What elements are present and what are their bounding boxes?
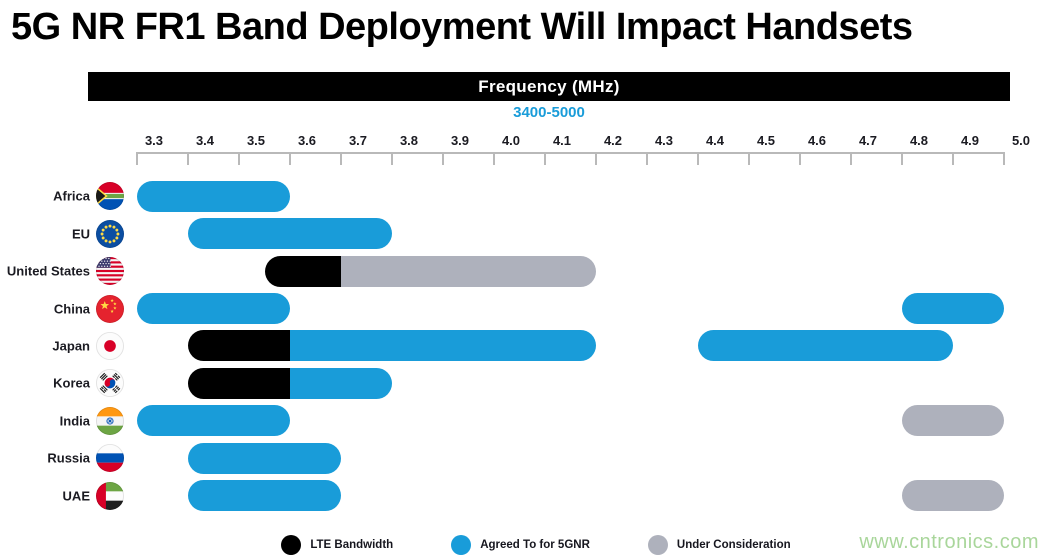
legend-label-agreed: Agreed To for 5GNR	[480, 539, 590, 551]
x-axis-tick	[289, 152, 291, 165]
legend-swatch-agreed	[451, 535, 472, 555]
bar-segment-agreed	[137, 180, 290, 212]
chart-row-united-states: United States	[0, 252, 1045, 290]
watermark: www.cntronics.com	[859, 531, 1039, 553]
x-axis-line	[137, 152, 1005, 154]
x-axis-tick	[136, 152, 138, 165]
x-axis-tick-label: 3.7	[348, 133, 368, 148]
x-axis-tick-label: 4.2	[603, 133, 623, 148]
x-axis-tick	[442, 152, 444, 165]
legend-item-consideration: Under Consideration	[647, 535, 791, 555]
chart-row-korea: Korea	[0, 364, 1045, 402]
x-axis-tick-label: 3.4	[195, 133, 215, 148]
bar-segment-agreed	[188, 218, 392, 250]
bar-segment-agreed	[188, 442, 341, 474]
flag-european-union-icon	[95, 219, 125, 248]
x-axis-tick-label: 4.8	[909, 133, 929, 148]
row-label-uae: UAE	[62, 488, 90, 503]
flag-united-arab-emirates-icon	[95, 481, 125, 510]
chart-row-africa: Africa	[0, 177, 1045, 215]
x-axis-tick	[748, 152, 750, 165]
x-axis-tick	[952, 152, 954, 165]
bar-segment-consideration	[902, 405, 1004, 437]
bar-segment-agreed	[188, 480, 341, 511]
flag-south-africa-icon	[95, 182, 125, 211]
x-axis-tick	[544, 152, 546, 165]
legend-swatch-lte	[281, 535, 302, 555]
x-axis-tick	[901, 152, 903, 165]
x-axis-tick	[391, 152, 393, 165]
x-axis-tick-label: 4.1	[552, 133, 572, 148]
x-axis-tick-label: 3.6	[297, 133, 317, 148]
bar-segment-agreed	[290, 330, 596, 362]
x-axis-tick	[595, 152, 597, 165]
x-axis-tick	[493, 152, 495, 165]
x-axis-tick-label: 5.0	[1011, 133, 1031, 148]
bar-segment-agreed	[137, 293, 290, 324]
x-axis-tick	[697, 152, 699, 165]
bar-segment-lte	[264, 255, 341, 287]
row-label-africa: Africa	[53, 188, 90, 204]
x-axis-tick-label: 4.5	[756, 133, 776, 148]
flag-china-icon	[95, 294, 125, 323]
flag-japan-icon	[95, 331, 125, 360]
legend-item-lte: LTE Bandwidth	[281, 535, 393, 555]
legend: LTE Bandwidth Agreed To for 5GNR Under Con…	[27, 532, 1045, 558]
row-label-eu: EU	[71, 226, 90, 242]
x-axis-tick-label: 4.7	[858, 133, 878, 148]
row-label-india: India	[59, 413, 90, 429]
bar-segment-lte	[188, 330, 290, 362]
legend-label-lte: LTE Bandwidth	[310, 539, 394, 551]
x-axis-tick-label: 4.4	[705, 133, 725, 148]
chart-row-china: China	[0, 290, 1045, 328]
chart-row-russia: Russia	[0, 439, 1045, 477]
chart-row-uae: UAE	[0, 477, 1045, 515]
flag-united-states-icon	[95, 257, 125, 286]
chart-row-eu: EU	[0, 215, 1045, 253]
page-title: 5G NR FR1 Band Deployment Will Impact Ha…	[11, 6, 913, 48]
x-axis-tick	[799, 152, 801, 165]
row-label-russia: Russia	[47, 450, 90, 466]
x-axis-tick-label: 3.9	[450, 133, 470, 148]
x-axis-tick-label: 4.9	[960, 133, 980, 148]
x-axis-tick	[187, 152, 189, 165]
flag-russia-icon	[95, 444, 125, 473]
legend-swatch-consideration	[647, 535, 668, 555]
x-axis-tick-label: 4.0	[501, 133, 521, 148]
x-axis-tick	[850, 152, 852, 165]
bar-segment-agreed	[902, 293, 1004, 324]
x-axis-tick-label: 3.5	[246, 133, 266, 148]
x-axis-tick	[340, 152, 342, 165]
row-label-korea: Korea	[53, 375, 90, 391]
x-axis-tick	[1003, 152, 1005, 165]
x-axis-tick-label: 3.8	[399, 133, 419, 148]
chart-row-india: India	[0, 402, 1045, 440]
bar-segment-agreed	[290, 367, 392, 399]
legend-label-consideration: Under Consideration	[676, 539, 791, 551]
x-axis-tick-label: 4.6	[807, 133, 827, 148]
x-axis-tick	[238, 152, 240, 165]
bar-segment-agreed	[698, 330, 953, 362]
bar-segment-consideration	[341, 255, 596, 287]
x-axis-tick-label: 4.3	[654, 133, 674, 148]
legend-item-agreed: Agreed To for 5GNR	[451, 535, 590, 555]
frequency-header-bar: Frequency (MHz)	[88, 72, 1010, 101]
bar-segment-agreed	[137, 405, 290, 437]
row-label-japan: Japan	[52, 338, 90, 354]
flag-india-icon	[95, 406, 125, 435]
flag-south-korea-icon	[95, 369, 125, 398]
chart-row-japan: Japan	[0, 327, 1045, 365]
row-label-china: China	[53, 301, 90, 316]
bar-segment-lte	[188, 367, 290, 399]
bar-segment-consideration	[902, 480, 1004, 511]
frequency-header-label: Frequency (MHz)	[478, 76, 620, 96]
x-axis-tick	[646, 152, 648, 165]
frequency-range-label: 3400-5000	[513, 104, 585, 121]
row-label-united-states: United States	[6, 263, 90, 279]
x-axis-tick-label: 3.3	[144, 133, 164, 148]
